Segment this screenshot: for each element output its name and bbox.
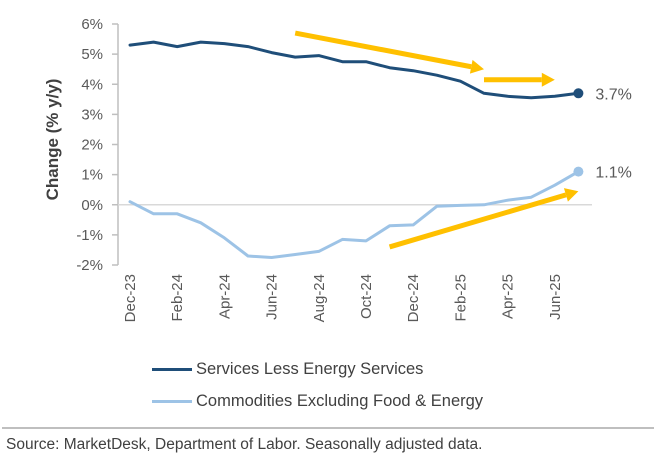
y-tick-label: 3% xyxy=(81,106,103,123)
end-marker xyxy=(573,166,584,177)
arrow-shaft xyxy=(388,192,567,250)
x-tick-label: Jun-24 xyxy=(264,274,281,320)
end-marker xyxy=(573,88,584,99)
end-value-label: 1.1% xyxy=(595,165,631,182)
trend-arrow xyxy=(484,72,555,87)
legend-label-services: Services Less Energy Services xyxy=(196,359,424,378)
arrow-head xyxy=(563,188,579,202)
x-tick-label: Feb-24 xyxy=(169,274,186,322)
legend: Services Less Energy Services Commoditie… xyxy=(152,353,483,417)
x-tick-label: Feb-25 xyxy=(452,274,469,322)
series-line-commodities xyxy=(128,170,580,259)
series-line-services xyxy=(128,40,580,100)
legend-label-commodities: Commodities Excluding Food & Energy xyxy=(196,391,484,410)
x-tick-label: Dec-23 xyxy=(122,274,139,322)
y-tick-label: -2% xyxy=(76,257,103,274)
trend-arrow xyxy=(294,30,484,74)
y-tick-label: 1% xyxy=(81,167,103,184)
end-value-label: 3.7% xyxy=(595,86,631,103)
legend-item-commodities: Commodities Excluding Food & Energy xyxy=(152,385,483,417)
legend-swatch-services xyxy=(152,367,192,371)
legend-swatch-commodities xyxy=(152,399,192,403)
y-axis-title: Change (% y/y) xyxy=(43,79,62,201)
arrow-shaft xyxy=(294,30,472,70)
x-tick-label: Apr-25 xyxy=(500,274,517,319)
source-note: Source: MarketDesk, Department of Labor.… xyxy=(6,436,483,453)
x-tick-label: Dec-24 xyxy=(405,274,422,322)
arrow-head xyxy=(469,59,484,74)
chart: -2% -1% 0% 1% 2% 3% 4% 5% 6% Change (% y/y) Dec-23… xyxy=(43,16,632,322)
y-tick-label: 2% xyxy=(81,137,103,154)
x-tick-label: Apr-24 xyxy=(216,274,233,319)
x-tick-label: Aug-24 xyxy=(311,274,328,322)
trend-arrow xyxy=(388,188,579,250)
arrow-head xyxy=(541,72,555,87)
y-tick-label: 5% xyxy=(81,46,103,63)
footer-divider xyxy=(2,427,654,429)
y-tick-label: 0% xyxy=(81,197,103,214)
x-tick-label: Jun-25 xyxy=(547,274,564,320)
x-tick-label: Oct-24 xyxy=(358,274,375,319)
y-tick-label: 4% xyxy=(81,76,103,93)
y-tick-label: -1% xyxy=(76,227,103,244)
legend-item-services: Services Less Energy Services xyxy=(152,353,483,385)
y-tick-label: 6% xyxy=(81,16,103,33)
